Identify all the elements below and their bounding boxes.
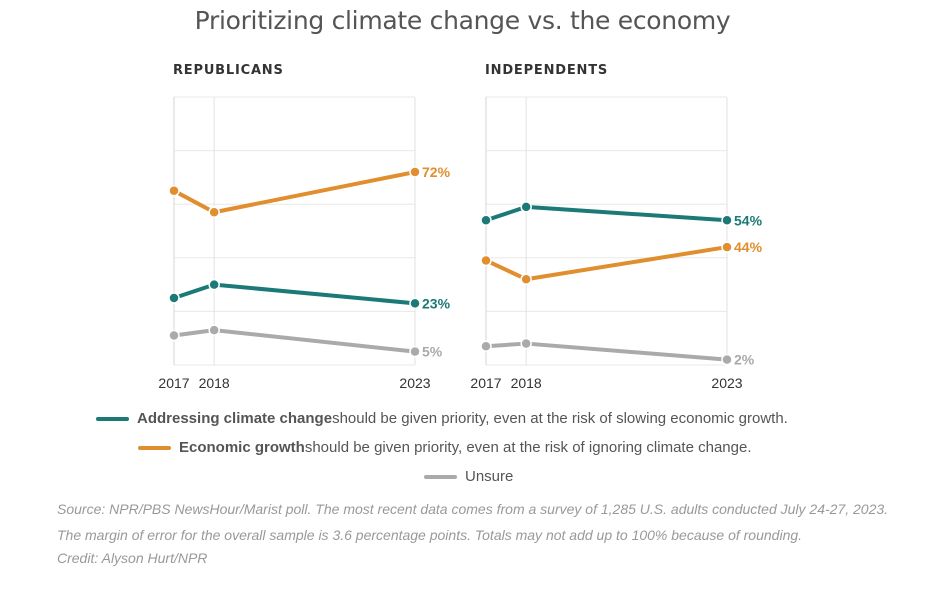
independents-climate-point [721,214,733,227]
republicans-xtick-label: 2018 [199,375,230,391]
independents-economy-end-label: 44% [734,239,763,255]
republicans-economy-point [409,166,421,178]
republicans-economy-point [168,185,180,197]
chart-title: Prioritizing climate change vs. the econ… [194,6,731,35]
legend-text-unsure: Unsure [465,468,514,485]
credit-note: Credit: Alyson Hurt/NPR [57,550,208,566]
republicans-unsure-point [168,329,180,342]
independents-economy-line [484,245,729,282]
independents-climate-point [480,214,492,227]
independents-unsure-point [520,337,532,350]
republicans-unsure-point [208,324,220,336]
panel-title-republicans: REPUBLICANS [173,63,284,78]
independents-economy-point [520,273,532,285]
legend-item-unsure: Unsure [424,468,513,485]
republicans-xtick-label: 2023 [399,375,430,391]
independents-unsure-end-label: 2% [734,352,755,368]
legend-bold-climate: Addressing climate change [137,410,333,427]
republicans-economy-line [172,170,417,215]
independents-unsure-point [721,353,733,366]
charts-canvas: 2017 2018 2023 72% 23% 5% 2017 2018 2023 54% 44% 2% [158,96,763,391]
republicans-economy-end-label: 72% [422,164,451,180]
independents-economy-point [480,254,492,267]
legend-item-economy: Economic growth should be given priority… [138,439,751,456]
legend-bold-economy: Economic growth [179,439,305,456]
independents-climate-point [520,201,532,213]
source-note: Source: NPR/PBS NewsHour/Marist poll. Th… [57,501,889,543]
independents-xtick-label: 2017 [470,375,501,391]
republicans-climate-point [409,297,421,310]
independents-unsure-point [480,340,492,352]
legend-swatch-unsure [424,474,457,479]
republicans-climate-point [168,292,180,304]
independents-climate-end-label: 54% [734,212,763,228]
republicans-unsure-point [409,345,421,358]
panel-title-independents: INDEPENDENTS [485,63,609,78]
republicans-xtick-label: 2017 [158,375,189,391]
republicans-unsure-end-label: 5% [422,344,443,360]
independents-xtick-label: 2023 [711,375,742,391]
republicans-economy-point [208,206,220,218]
republicans-climate-end-label: 23% [422,295,451,311]
legend-swatch-climate [96,416,129,421]
independents-economy-point [721,241,733,253]
legend-text-climate: should be given priority, even at the ri… [332,410,788,427]
republicans-climate-point [208,278,220,291]
legend-text-economy: should be given priority, even at the ri… [304,439,752,456]
independents-xtick-label: 2018 [511,375,542,391]
legend-item-climate: Addressing climate change should be give… [96,410,788,427]
legend-swatch-economy [138,445,171,450]
